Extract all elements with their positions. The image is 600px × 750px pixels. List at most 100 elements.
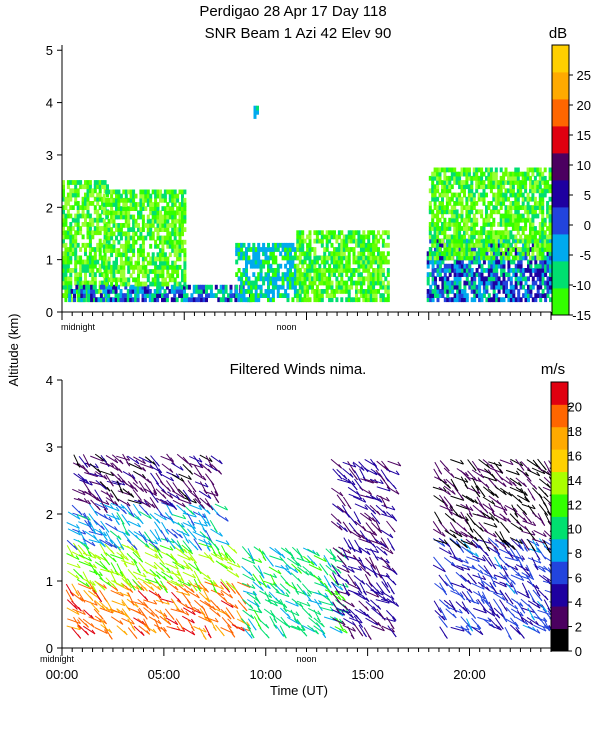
wind-barb bbox=[84, 472, 98, 478]
snr-cell bbox=[298, 247, 302, 252]
snr-cell bbox=[306, 289, 310, 294]
snr-cell bbox=[209, 289, 213, 294]
snr-cell bbox=[296, 247, 300, 252]
snr-cell bbox=[504, 209, 508, 215]
wind-barb-flag bbox=[249, 604, 254, 610]
snr-cell bbox=[229, 293, 233, 298]
snr-cell bbox=[102, 289, 106, 294]
wind-barb-flag bbox=[318, 599, 322, 605]
snr-cell bbox=[96, 268, 100, 273]
snr-cell bbox=[490, 276, 494, 282]
snr-cell bbox=[71, 234, 75, 240]
snr-cell bbox=[450, 171, 454, 177]
snr-cell bbox=[433, 175, 437, 181]
wind-barb-flag bbox=[202, 528, 207, 533]
snr-cell bbox=[507, 242, 510, 248]
snr-cell bbox=[212, 293, 216, 298]
snr-cell bbox=[311, 263, 314, 269]
snr-cell bbox=[301, 289, 305, 294]
wind-barb bbox=[330, 458, 343, 469]
snr-cell bbox=[154, 277, 158, 283]
snr-cell bbox=[98, 196, 102, 202]
snr-cell bbox=[107, 223, 111, 228]
wind-barb-flag bbox=[230, 614, 235, 620]
snr-cell bbox=[443, 297, 447, 303]
wind-barb-flag bbox=[386, 588, 391, 594]
snr-cell bbox=[301, 276, 305, 282]
snr-cell bbox=[146, 284, 150, 290]
snr-cell bbox=[465, 297, 469, 303]
wind-barb-flag bbox=[373, 462, 378, 467]
snr-cell bbox=[470, 222, 474, 227]
snr-cell bbox=[340, 238, 344, 244]
snr-cell bbox=[95, 297, 98, 303]
snr-cell bbox=[143, 284, 147, 290]
wind-barb-flag bbox=[157, 585, 162, 591]
snr-cell bbox=[381, 293, 385, 298]
snr-cell bbox=[92, 284, 96, 290]
wind-barb-flag bbox=[376, 589, 381, 595]
snr-cell bbox=[470, 255, 474, 261]
snr-cell bbox=[74, 201, 78, 206]
snr-cell bbox=[154, 202, 158, 207]
wind-barb-flag bbox=[257, 580, 262, 586]
snr-cell bbox=[379, 259, 383, 265]
snr-cell bbox=[480, 192, 484, 198]
snr-cell bbox=[519, 226, 523, 231]
snr-cell bbox=[84, 251, 87, 257]
wind-barb bbox=[376, 460, 388, 471]
wind-barb-flag bbox=[116, 515, 120, 520]
snr-cell bbox=[374, 238, 378, 244]
snr-cell bbox=[470, 272, 474, 277]
snr-cell bbox=[240, 251, 244, 257]
snr-cell bbox=[81, 263, 85, 269]
snr-cell bbox=[163, 214, 167, 220]
snr-cell bbox=[137, 227, 140, 232]
snr-cell bbox=[281, 255, 285, 261]
snr-cell bbox=[296, 263, 300, 269]
snr-cell bbox=[328, 276, 332, 282]
snr-cell bbox=[477, 192, 481, 198]
snr-cell bbox=[357, 280, 361, 286]
snr-cell bbox=[475, 272, 479, 277]
wind-barb-flag bbox=[188, 463, 193, 468]
wind-barb bbox=[161, 571, 174, 580]
snr-cell bbox=[357, 272, 361, 277]
snr-cell bbox=[509, 217, 513, 223]
snr-cell bbox=[84, 217, 87, 223]
snr-cell bbox=[335, 251, 339, 257]
wind-barb-flag bbox=[98, 497, 103, 502]
snr-cell bbox=[127, 256, 131, 262]
snr-cell bbox=[74, 255, 78, 261]
snr-cell bbox=[91, 276, 95, 282]
wind-barb-flag bbox=[70, 553, 75, 558]
snr-cell bbox=[482, 280, 486, 286]
snr-cell bbox=[79, 184, 83, 190]
snr-cell bbox=[529, 196, 532, 202]
wind-barb-flag bbox=[171, 544, 176, 550]
snr-cell bbox=[505, 289, 508, 294]
snr-cell bbox=[374, 255, 378, 261]
snr-cell bbox=[115, 235, 118, 241]
snr-cell bbox=[497, 238, 501, 244]
wind-barb-flag bbox=[84, 463, 89, 468]
wind-barb bbox=[171, 627, 185, 632]
snr-cell bbox=[222, 289, 226, 294]
wind-barb-flag bbox=[338, 628, 343, 634]
snr-cell bbox=[64, 284, 68, 290]
snr-cell bbox=[166, 273, 170, 279]
wind-barb-flag bbox=[295, 611, 300, 617]
snr-cell bbox=[355, 289, 358, 294]
wind-barb-flag bbox=[212, 626, 217, 632]
snr-cell bbox=[507, 217, 510, 223]
snr-cell bbox=[465, 171, 469, 177]
snr-panel-title: SNR Beam 1 Azi 42 Elev 90 bbox=[205, 25, 392, 42]
wind-barb-flag bbox=[275, 588, 280, 594]
snr-cell bbox=[127, 277, 131, 283]
snr-cell bbox=[386, 284, 390, 290]
snr-cell bbox=[176, 264, 180, 270]
snr-cell bbox=[159, 281, 162, 287]
snr-cell bbox=[79, 272, 83, 277]
snr-cell bbox=[448, 251, 452, 257]
snr-cell bbox=[502, 217, 506, 223]
